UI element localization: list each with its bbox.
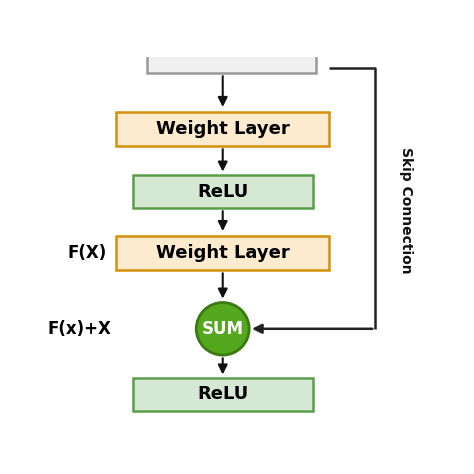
FancyBboxPatch shape — [147, 50, 316, 73]
Text: Skip Connection: Skip Connection — [400, 147, 413, 273]
Text: ReLU: ReLU — [197, 183, 248, 201]
Text: SUM: SUM — [202, 320, 244, 338]
FancyBboxPatch shape — [133, 175, 313, 209]
FancyBboxPatch shape — [116, 236, 329, 270]
Text: ReLU: ReLU — [197, 385, 248, 403]
Text: Weight Layer: Weight Layer — [156, 244, 290, 262]
Text: Weight Layer: Weight Layer — [156, 120, 290, 138]
FancyBboxPatch shape — [133, 378, 313, 411]
Text: F(x)+X: F(x)+X — [47, 320, 111, 338]
Text: F(X): F(X) — [67, 244, 107, 262]
Circle shape — [196, 302, 249, 355]
FancyBboxPatch shape — [116, 112, 329, 146]
